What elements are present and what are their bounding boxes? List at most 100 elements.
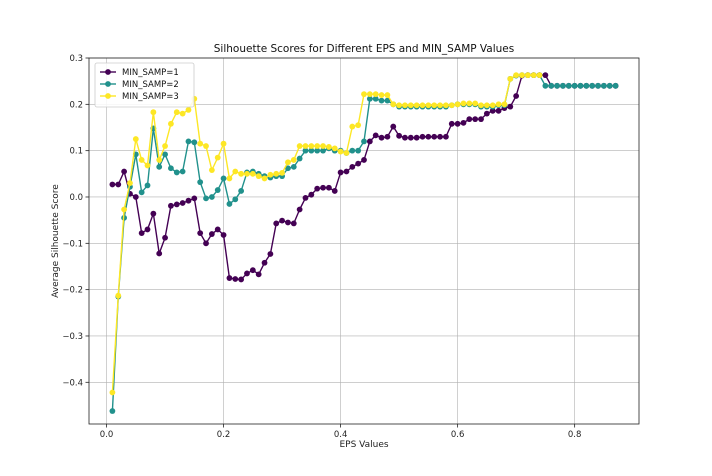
data-point	[366, 138, 373, 145]
data-point	[150, 210, 157, 217]
data-point	[208, 194, 215, 200]
data-point	[331, 188, 338, 194]
data-point	[378, 97, 385, 104]
y-tick-label: −0.2	[62, 286, 83, 296]
data-point	[162, 151, 168, 158]
data-point	[390, 123, 397, 130]
data-point	[285, 165, 291, 172]
data-point	[337, 148, 344, 155]
data-point	[548, 82, 555, 89]
data-point	[290, 220, 297, 227]
data-point	[337, 169, 344, 176]
data-point	[466, 116, 473, 123]
data-point	[320, 147, 326, 154]
data-point	[308, 147, 315, 154]
data-point	[232, 196, 239, 203]
data-point	[372, 132, 379, 139]
data-point	[144, 182, 151, 189]
data-point	[132, 136, 139, 142]
data-point	[132, 194, 139, 200]
data-point	[513, 93, 520, 99]
data-point	[413, 134, 420, 141]
data-point	[396, 132, 403, 139]
data-point	[168, 165, 174, 172]
data-point	[384, 97, 391, 104]
data-point	[302, 147, 309, 154]
data-point	[366, 95, 373, 102]
data-point	[179, 110, 186, 117]
data-point	[513, 72, 520, 79]
legend-item: MIN_SAMP=3	[100, 92, 179, 102]
data-point	[121, 168, 128, 175]
data-point	[203, 143, 209, 149]
chart-title: Silhouette Scores for Different EPS and …	[214, 43, 514, 55]
data-point	[308, 191, 315, 198]
y-axis-title: Average Silhouette Score	[51, 184, 61, 298]
data-point	[384, 92, 391, 98]
data-point	[460, 100, 467, 107]
data-point	[542, 72, 549, 79]
data-point	[507, 103, 514, 110]
data-point	[279, 170, 285, 176]
data-point	[419, 102, 426, 109]
data-point	[413, 102, 420, 109]
data-point	[325, 184, 332, 191]
legend-box	[94, 62, 195, 108]
data-point	[226, 175, 233, 182]
y-tick-label: −0.1	[62, 239, 83, 249]
data-point	[302, 143, 309, 149]
legend-marker	[105, 81, 111, 87]
data-point	[314, 185, 321, 192]
x-tick-label: 0.4	[334, 430, 348, 440]
data-point	[138, 230, 145, 237]
y-tick-label: 0.3	[69, 54, 83, 64]
data-point	[296, 155, 303, 162]
data-point	[168, 202, 174, 209]
ticks: 0.0 0.2 0.4 0.6 0.8 −0.4 −0.3 −0.2 −0.1 0.0 0.1 0.2…	[62, 54, 581, 440]
data-point	[109, 389, 116, 396]
data-point	[244, 270, 250, 277]
x-tick-label: 0.8	[568, 430, 582, 440]
data-point	[109, 181, 116, 188]
data-point	[524, 72, 531, 79]
x-tick-label: 0.6	[451, 430, 465, 440]
data-point	[437, 133, 443, 140]
data-point	[150, 109, 157, 116]
data-point	[612, 82, 619, 89]
data-point	[191, 139, 198, 146]
data-point	[226, 201, 233, 207]
data-point	[349, 147, 356, 154]
data-point	[203, 195, 209, 202]
data-point	[378, 134, 385, 141]
data-point	[495, 101, 502, 108]
data-point	[384, 133, 391, 140]
data-point	[279, 217, 285, 224]
data-point	[448, 102, 455, 109]
data-point	[261, 175, 268, 182]
data-point	[156, 163, 163, 170]
data-point	[156, 250, 163, 257]
data-point	[255, 173, 262, 180]
x-axis-title: EPS Values	[339, 440, 388, 450]
data-point	[197, 179, 204, 186]
data-point	[179, 168, 186, 175]
data-point	[478, 102, 484, 109]
legend-label: MIN_SAMP=3	[122, 92, 179, 102]
data-point	[144, 162, 151, 169]
data-point	[314, 143, 321, 149]
data-point	[238, 276, 245, 283]
y-tick-label: 0.0	[69, 193, 83, 203]
data-point	[372, 95, 379, 102]
grid-lines	[89, 57, 639, 424]
data-point	[273, 170, 280, 177]
data-point	[419, 133, 426, 140]
data-point	[407, 102, 414, 109]
data-point	[595, 82, 601, 89]
data-point	[495, 107, 502, 114]
data-point	[454, 101, 461, 108]
data-point	[542, 82, 549, 89]
data-point	[565, 82, 572, 89]
legend-item: MIN_SAMP=2	[100, 80, 179, 90]
data-point	[162, 234, 168, 241]
